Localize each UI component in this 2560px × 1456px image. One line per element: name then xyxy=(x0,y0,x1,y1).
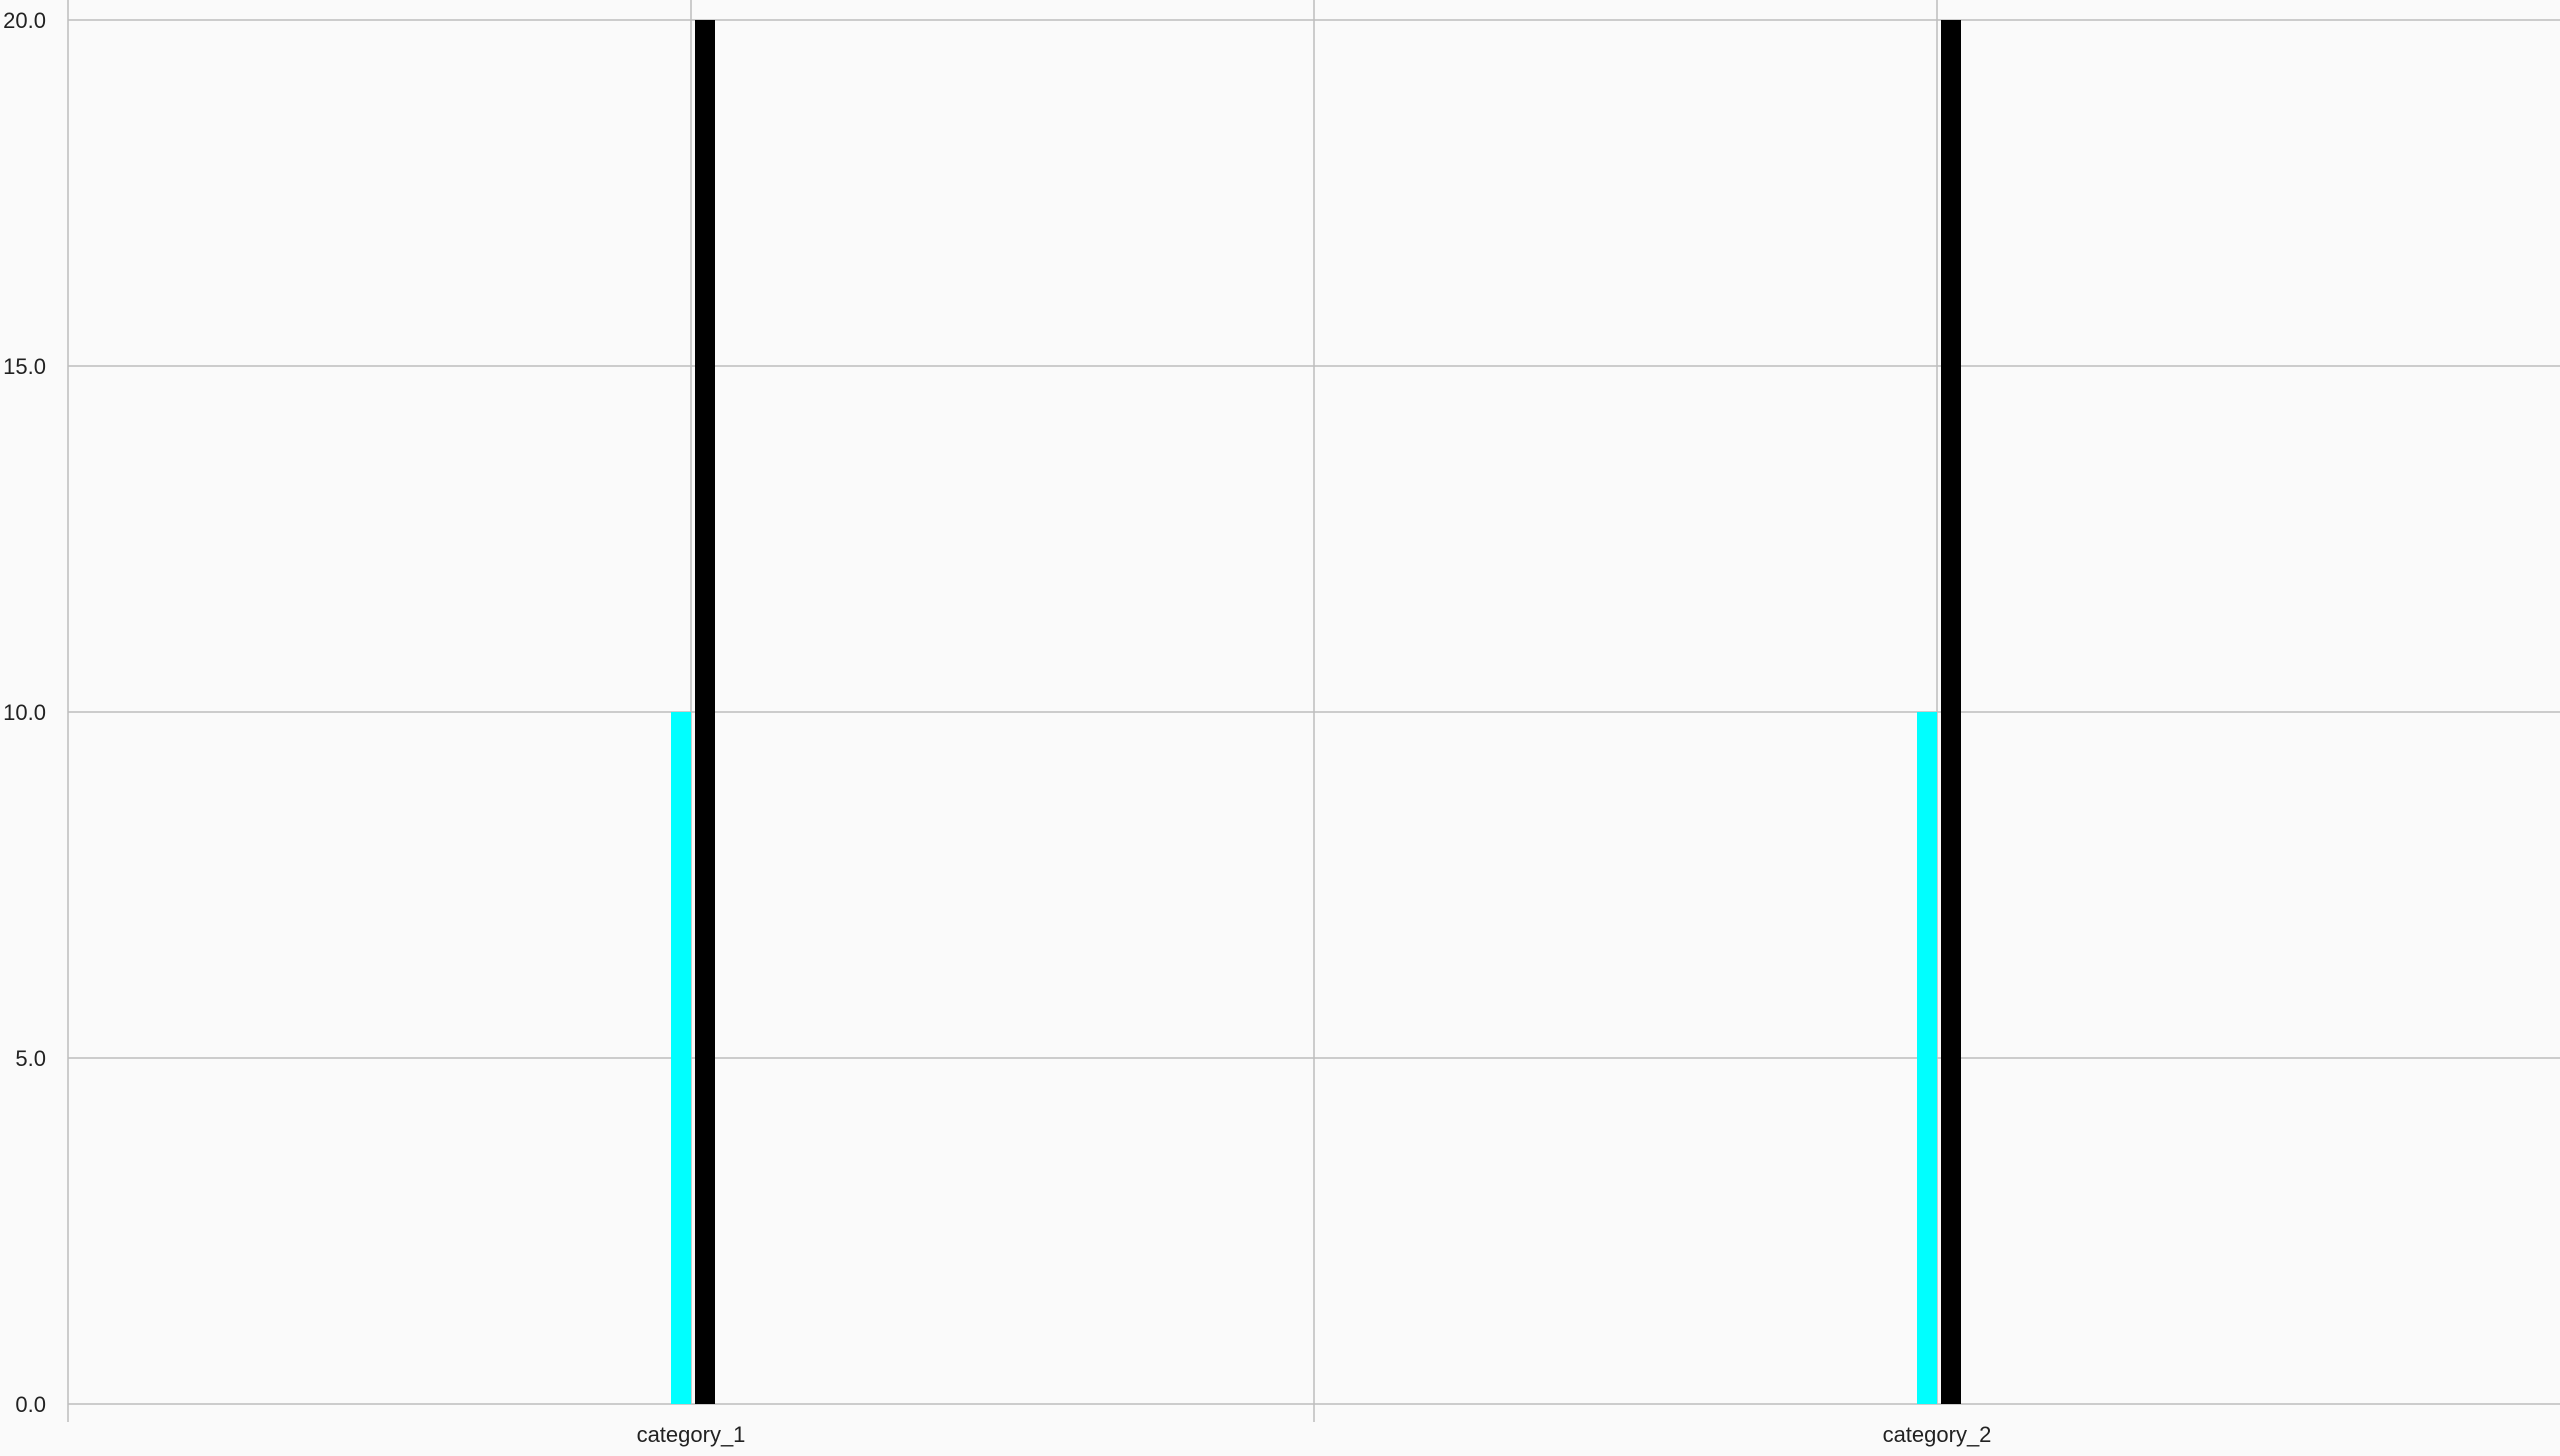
axes xyxy=(67,0,1315,1422)
x-tick-label: category_2 xyxy=(1883,1422,1992,1447)
bar xyxy=(1917,712,1937,1404)
x-tick-label: category_1 xyxy=(637,1422,746,1447)
bar xyxy=(695,20,715,1404)
y-tick-label: 10.0 xyxy=(3,700,46,725)
bar xyxy=(671,712,691,1404)
y-tick-labels: 0.0 5.0 10.0 15.0 20.0 xyxy=(3,8,46,1417)
y-tick-label: 0.0 xyxy=(15,1392,46,1417)
y-tick-label: 15.0 xyxy=(3,354,46,379)
bars xyxy=(671,20,1961,1404)
x-tick-labels: category_1 category_2 xyxy=(637,1422,1992,1447)
bar xyxy=(1941,20,1961,1404)
y-tick-label: 20.0 xyxy=(3,8,46,33)
y-tick-label: 5.0 xyxy=(15,1046,46,1071)
